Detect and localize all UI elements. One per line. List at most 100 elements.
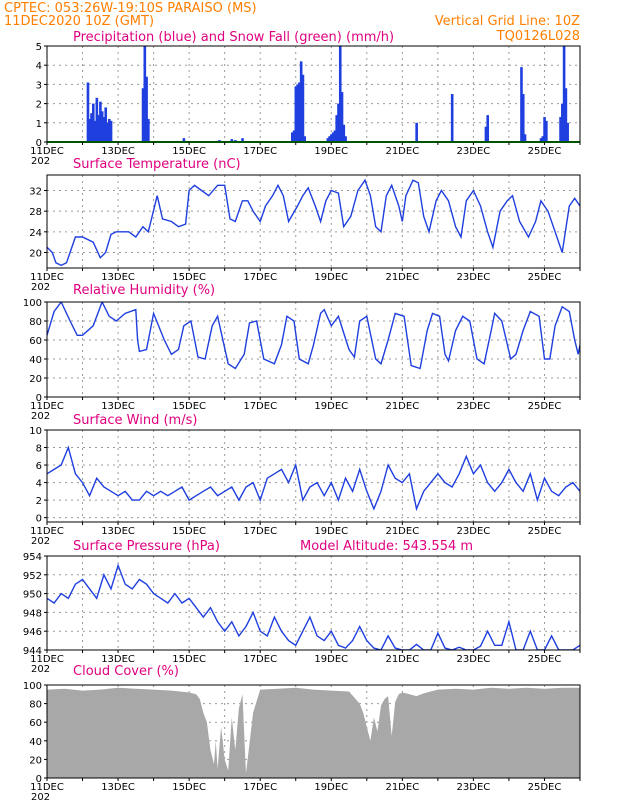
vertical-grid-note: Vertical Grid Line: 10Z: [435, 14, 580, 29]
x-tick-label: 15DEC: [172, 654, 206, 665]
precip-bar: [143, 46, 147, 142]
panel-precip: 0 1 2 3 4 5 11DEC 13DEC 15DEC 17DEC 19DEC 21DEC 23DE…: [30, 30, 581, 167]
x-tick-label: 15DEC: [172, 401, 206, 412]
x-tick-label: 19DEC: [314, 526, 348, 537]
x-tick-label: 23DEC: [457, 654, 491, 665]
plot-frame: [46, 555, 581, 651]
pressure-title: Surface Pressure (hPa): [73, 539, 220, 554]
station-title: CPTEC: 053:26W-19:10S PARAISO (MS): [4, 1, 257, 16]
y-tick-label: 24: [29, 228, 42, 239]
y-tick-label: 4: [36, 61, 42, 72]
x-tick-label: 15DEC: [172, 146, 206, 157]
precip-bar: [523, 134, 527, 142]
x-tick-label: 13DEC: [101, 526, 135, 537]
y-tick-label: 40: [29, 355, 42, 366]
year-label: 202: [31, 411, 50, 422]
panel-rh: 0 20 40 60 80 100 11DEC 13DEC 15DEC 17DEC 19DEC 21D…: [23, 283, 581, 422]
model-id: TQ0126L028: [496, 29, 580, 44]
precip-bar: [147, 118, 150, 142]
precip-bar: [338, 46, 342, 142]
precip-bar: [559, 117, 562, 142]
precip-bar: [86, 82, 90, 142]
y-tick-label: 952: [23, 571, 42, 582]
plot-frame: [46, 45, 581, 143]
precip-bar: [292, 130, 296, 142]
precip-bar: [340, 92, 344, 142]
precip-bar: [296, 84, 299, 142]
precip-bar: [93, 120, 97, 142]
y-tick-label: 0: [36, 774, 42, 785]
precip-bar: [543, 117, 546, 142]
panel-temp: 20 24 28 32 11DEC 13DEC 15DEC 17DEC 19DEC 21DEC 23…: [29, 157, 581, 293]
x-tick-label: 17DEC: [243, 272, 277, 283]
x-tick-label: 23DEC: [457, 272, 491, 283]
y-tick-label: 2: [36, 496, 42, 507]
header: CPTEC: 053:26W-19:10S PARAISO (MS) 11DEC…: [4, 1, 580, 44]
x-tick-label: 25DEC: [528, 526, 562, 537]
year-label: 202: [31, 156, 50, 167]
precip-bar: [107, 118, 111, 142]
precip-bar: [294, 86, 298, 142]
precip-bar: [303, 136, 307, 142]
precip-bar: [290, 132, 294, 142]
y-tick-label: 40: [29, 737, 42, 748]
precip-bar: [88, 118, 92, 142]
x-tick-label: 21DEC: [385, 654, 419, 665]
y-tick-label: 28: [29, 207, 42, 218]
y-tick-label: 5: [36, 42, 42, 53]
x-tick-label: 23DEC: [457, 401, 491, 412]
year-label: 202: [31, 792, 50, 800]
x-tick-label: 19DEC: [314, 654, 348, 665]
y-tick-label: 1: [36, 119, 42, 130]
precip-bar: [337, 103, 340, 142]
x-tick-label: 17DEC: [243, 782, 277, 793]
precip-bar: [450, 94, 454, 142]
precip-bar: [415, 122, 418, 142]
precip-bar: [182, 138, 186, 142]
x-tick-label: 25DEC: [528, 782, 562, 793]
y-tick-label: 944: [23, 646, 42, 657]
y-tick-label: 60: [29, 336, 42, 347]
y-tick-label: 948: [23, 608, 42, 619]
wind-title: Surface Wind (m/s): [73, 413, 197, 428]
precip-bar: [333, 130, 337, 142]
precip-bar: [331, 132, 335, 142]
panel-wind: 0 2 4 6 8 10 11DEC 13DEC 15DEC 17DEC 19DEC 21DEC 23D…: [29, 413, 581, 547]
precip-bar: [301, 74, 305, 142]
x-tick-label: 25DEC: [528, 272, 562, 283]
rh-title: Relative Humidity (%): [73, 283, 215, 298]
precip-bar: [344, 136, 347, 142]
plot-frame: [46, 301, 581, 398]
precip-bar: [541, 136, 545, 142]
x-tick-label: 17DEC: [243, 526, 277, 537]
plot-frame: [46, 684, 581, 779]
precip-bar: [102, 117, 106, 142]
x-tick-label: 25DEC: [528, 146, 562, 157]
y-tick-label: 80: [29, 700, 42, 711]
precip-bar: [326, 138, 330, 142]
precip-bar: [521, 94, 525, 142]
x-tick-label: 25DEC: [528, 401, 562, 412]
x-tick-label: 21DEC: [385, 401, 419, 412]
precip-bar: [90, 113, 93, 142]
y-tick-label: 8: [36, 444, 42, 455]
x-tick-label: 15DEC: [172, 526, 206, 537]
x-tick-label: 17DEC: [243, 146, 277, 157]
y-tick-label: 20: [29, 374, 42, 385]
x-tick-label: 13DEC: [101, 654, 135, 665]
precip-bar: [484, 126, 488, 142]
y-tick-label: 0: [36, 393, 42, 404]
y-tick-label: 950: [23, 590, 42, 601]
cloud-title: Cloud Cover (%): [73, 664, 179, 679]
x-tick-label: 13DEC: [101, 146, 135, 157]
y-tick-label: 2: [36, 100, 42, 111]
panels: 0 1 2 3 4 5 11DEC 13DEC 15DEC 17DEC 19DEC 21DEC 23DE…: [23, 30, 581, 800]
precip-bar: [99, 101, 102, 142]
x-tick-label: 21DEC: [385, 782, 419, 793]
x-tick-label: 19DEC: [314, 401, 348, 412]
y-tick-label: 32: [29, 187, 42, 198]
y-tick-label: 954: [23, 552, 42, 563]
cloud-cover-area: [47, 687, 580, 778]
precip-bar: [100, 111, 104, 142]
